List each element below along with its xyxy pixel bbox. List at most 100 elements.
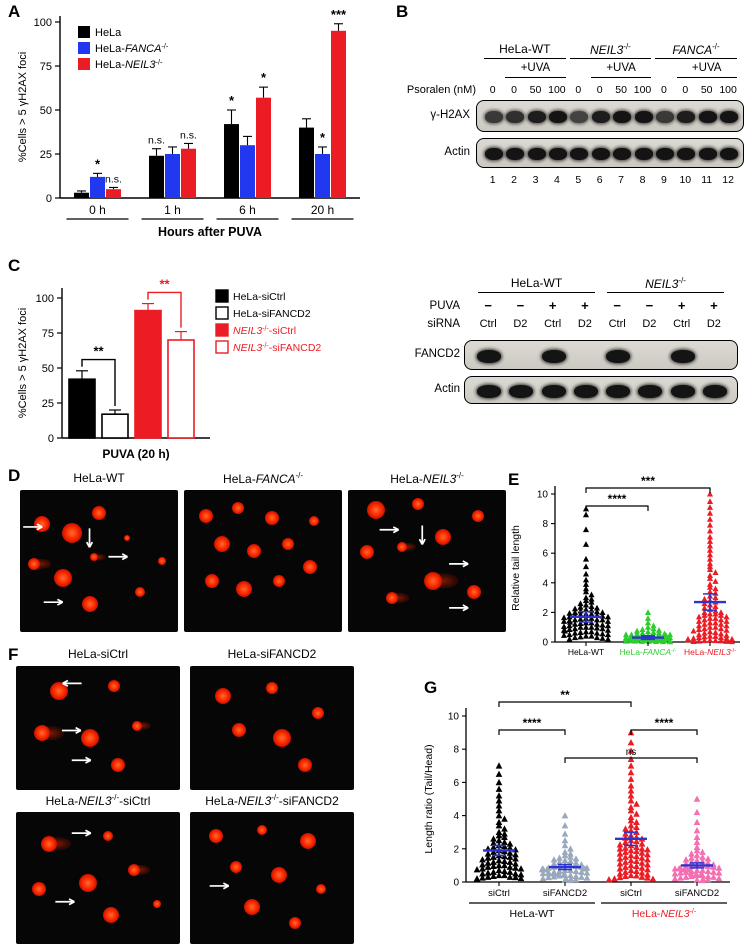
svg-text:*: * — [95, 156, 101, 171]
cell-nucleus — [103, 906, 120, 923]
dose-value: 0 — [489, 84, 496, 96]
dose-value: 100 — [633, 84, 652, 96]
image-title: HeLa-WT — [73, 471, 125, 485]
panel-d-label: D — [8, 466, 21, 485]
protein-band — [655, 148, 674, 160]
svg-text:25: 25 — [40, 149, 52, 161]
svg-text:6 h: 6 h — [239, 203, 256, 217]
dose-value: 0 — [575, 84, 582, 96]
protein-band — [634, 111, 653, 123]
svg-text:50: 50 — [40, 105, 52, 117]
dose-value: 50 — [529, 84, 542, 96]
dose-value: 0 — [660, 84, 667, 96]
image-title: HeLa-siCtrl — [67, 647, 128, 661]
cell-nucleus — [214, 687, 231, 704]
uva-label: +UVA — [606, 62, 636, 74]
blot-group-header: NEIL3-/- — [645, 276, 686, 291]
comet-tail — [398, 542, 416, 552]
bar — [165, 154, 180, 198]
cell-nucleus — [288, 916, 301, 929]
svg-text:6: 6 — [453, 778, 459, 789]
comet-tail — [30, 558, 51, 569]
cell-nucleus — [62, 522, 83, 543]
puva-value: − — [484, 298, 492, 313]
cell-nucleus — [396, 541, 407, 552]
dose-value: 0 — [596, 84, 603, 96]
bar — [331, 30, 346, 198]
comet-assay-image — [20, 490, 178, 632]
svg-text:n.s.: n.s. — [148, 135, 165, 147]
panel-a-label: A — [8, 2, 21, 21]
blot-band-box — [476, 138, 744, 168]
comet-assay-image — [190, 666, 354, 790]
svg-text:0: 0 — [48, 433, 54, 445]
cell-nucleus — [31, 881, 46, 896]
protein-band — [613, 148, 632, 160]
bar — [167, 339, 195, 439]
protein-band — [541, 349, 566, 363]
protein-band — [573, 384, 598, 398]
svg-text:0: 0 — [453, 878, 459, 889]
svg-text:8: 8 — [453, 745, 459, 756]
scatter-series-3 — [671, 795, 723, 884]
svg-text:HeLa-NEIL3-/-: HeLa-NEIL3-/- — [95, 57, 163, 71]
protein-band — [591, 111, 610, 123]
protein-band — [570, 111, 589, 123]
svg-text:2: 2 — [453, 844, 459, 855]
sirna-value: Ctrl — [608, 318, 626, 330]
svg-text:8: 8 — [542, 519, 548, 530]
blot-row-label: Actin — [434, 383, 460, 395]
protein-band — [720, 111, 739, 123]
cell-nucleus — [411, 498, 424, 511]
svg-text:HeLa-NEIL3-/-: HeLa-NEIL3-/- — [684, 647, 736, 657]
protein-band — [527, 148, 546, 160]
svg-text:4: 4 — [542, 578, 548, 589]
blot-band-box — [464, 376, 738, 404]
dose-value: 50 — [700, 84, 713, 96]
comet-tail — [388, 592, 409, 603]
cell-nucleus — [231, 502, 244, 515]
svg-text:****: **** — [655, 716, 674, 730]
sirna-label: siRNA — [427, 318, 460, 330]
scatter-series-2 — [684, 490, 736, 645]
svg-text:10: 10 — [537, 490, 549, 501]
cell-nucleus — [272, 574, 285, 587]
svg-text:NEIL3-/--siFANCD2: NEIL3-/--siFANCD2 — [233, 342, 321, 354]
cell-nucleus — [257, 825, 268, 836]
sirna-value: Ctrl — [479, 318, 497, 330]
cell-nucleus — [132, 720, 143, 731]
cell-nucleus — [297, 758, 312, 773]
svg-text:50: 50 — [42, 363, 54, 375]
cell-nucleus — [229, 861, 242, 874]
blot-row-label: FANCD2 — [414, 348, 460, 360]
svg-text:siFANCD2: siFANCD2 — [543, 888, 587, 899]
protein-band — [477, 384, 502, 398]
cell-nucleus — [266, 682, 278, 695]
group-underline — [478, 292, 595, 293]
cell-nucleus — [80, 728, 99, 747]
lane-number: 7 — [618, 174, 625, 186]
image-title: HeLa-FANCA-/- — [223, 471, 303, 486]
cell-nucleus — [79, 874, 98, 893]
protein-band — [670, 349, 695, 363]
svg-text:n.s.: n.s. — [105, 173, 122, 185]
bar — [181, 148, 196, 198]
svg-text:*: * — [320, 130, 326, 145]
cell-nucleus — [244, 899, 261, 916]
cell-nucleus — [158, 557, 167, 565]
svg-text:0 h: 0 h — [89, 203, 106, 217]
protein-band — [606, 349, 631, 363]
puva-value: + — [548, 298, 557, 313]
bar — [101, 413, 129, 439]
protein-band — [655, 111, 674, 123]
arrow-overlay — [55, 829, 92, 906]
cell-nucleus — [53, 569, 72, 588]
protein-band — [677, 148, 696, 160]
svg-text:HeLa: HeLa — [95, 27, 122, 39]
cell-nucleus — [209, 828, 224, 843]
protein-band — [677, 111, 696, 123]
svg-text:ns: ns — [626, 747, 637, 758]
protein-band — [506, 148, 525, 160]
scatter-series-1 — [538, 812, 591, 884]
